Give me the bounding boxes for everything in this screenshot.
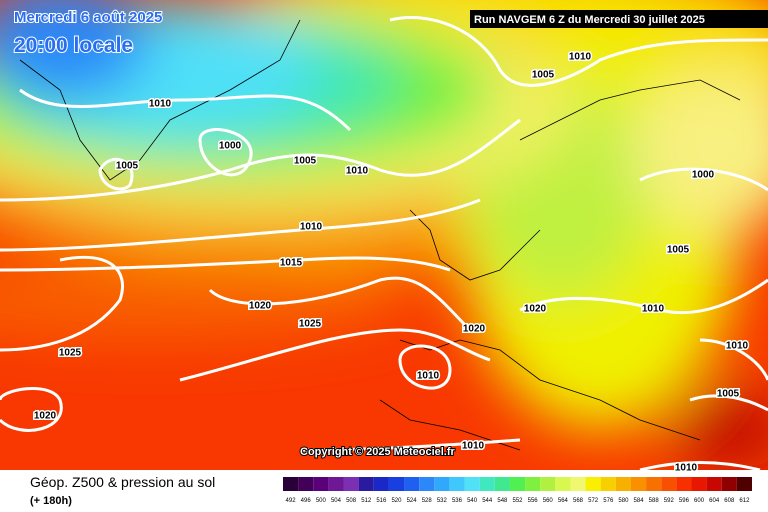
colorbar-cell <box>721 477 737 491</box>
colorbar-cell <box>434 477 450 491</box>
colorbar-cell <box>509 477 526 491</box>
run-box <box>470 10 768 28</box>
colorbar-cell <box>494 477 510 491</box>
colorbar-cell <box>646 477 662 491</box>
isobar-label: 1010 <box>726 341 749 352</box>
colorbar-cell <box>449 477 465 491</box>
isobar-labels: 1010 1000 1005 1005 1010 1010 1005 1000 1010 1015… <box>32 50 750 475</box>
isobar-label: 1010 <box>300 222 323 233</box>
colorbar-cell <box>283 477 299 491</box>
isobar-label: 1020 <box>249 301 272 312</box>
isobar-label: 1005 <box>717 389 740 400</box>
isobar-label: 1020 <box>463 324 486 335</box>
colorbar-tick-label: 500 <box>316 498 327 504</box>
colorbar-tick-label: 532 <box>437 498 448 504</box>
colorbar-tick-label: 592 <box>664 498 675 504</box>
colorbar-cell <box>736 477 752 491</box>
colorbar-tick-label: 516 <box>376 498 387 504</box>
isobar-label: 1005 <box>532 70 555 81</box>
lead-time: (+ 180h) <box>30 495 72 507</box>
colorbar-tick-label: 524 <box>407 498 418 504</box>
colorbar-tick-label: 568 <box>573 498 584 504</box>
colorbar-tick-label: 596 <box>679 498 690 504</box>
isobar-label: 1010 <box>675 463 698 474</box>
colorbar-tick-label: 560 <box>543 498 554 504</box>
isobar-label: 1025 <box>299 319 322 330</box>
isobar-label: 1010 <box>149 99 172 110</box>
map-field <box>0 0 768 470</box>
colorbar-cell <box>373 477 389 491</box>
colorbar-cell <box>313 477 329 491</box>
isobar-label: 1020 <box>524 304 547 315</box>
colorbar-cell <box>298 477 314 491</box>
colorbar-cell <box>691 477 707 491</box>
colorbar-cell <box>555 477 571 491</box>
isobar-label: 1010 <box>569 52 592 63</box>
colorbar-cell <box>661 477 677 491</box>
colorbar-tick-label: 564 <box>558 498 569 504</box>
colorbar-cell <box>419 477 435 491</box>
colorbar-tick-label: 520 <box>391 498 402 504</box>
colorbar-tick-label: 604 <box>709 498 720 504</box>
colorbar-cell <box>388 477 405 491</box>
colorbar-tick-label: 492 <box>286 498 297 504</box>
colorbar-cell <box>585 477 601 491</box>
valid-date: Mercredi 6 août 2025 <box>14 9 162 26</box>
colorbar-tick-label: 588 <box>649 498 660 504</box>
colorbar-tick-label: 504 <box>331 498 342 504</box>
colorbar-cell <box>630 477 647 491</box>
colorbar-tick-label: 544 <box>482 498 493 504</box>
isobars <box>0 15 768 470</box>
colorbar-cell <box>464 477 480 491</box>
colorbar-cell <box>615 477 631 491</box>
isobar-label: 1005 <box>294 156 317 167</box>
colorbar-cell <box>706 477 722 491</box>
colorbar-tick-label: 536 <box>452 498 463 504</box>
isobar-label: 1005 <box>116 161 139 172</box>
colorbar-tick-label: 572 <box>588 498 599 504</box>
colorbar-tick-label: 580 <box>618 498 629 504</box>
colorbar-cell <box>540 477 556 491</box>
colorbar-tick-label: 548 <box>497 498 508 504</box>
colorbar-tick-label: 584 <box>634 498 645 504</box>
run-info: Run NAVGEM 6 Z du Mercredi 30 juillet 20… <box>474 14 705 26</box>
colorbar: 492 496 500 504 508 512 516 520 524 528 532 536 540 5… <box>283 477 752 504</box>
local-time: 20:00 locale <box>14 34 133 57</box>
colorbar-tick-label: 612 <box>739 498 750 504</box>
colorbar-cell <box>328 477 344 491</box>
isobar-label: 1010 <box>462 441 485 452</box>
isobar-label: 1000 <box>219 141 242 152</box>
isobar-label: 1010 <box>642 304 665 315</box>
colorbar-tick-label: 512 <box>361 498 372 504</box>
colorbar-tick-label: 608 <box>724 498 735 504</box>
isobar-label: 1025 <box>59 348 82 359</box>
isobar-label: 1010 <box>346 166 369 177</box>
colorbar-cell <box>343 477 359 491</box>
colorbar-tick-label: 600 <box>694 498 705 504</box>
colorbar-cell <box>358 477 374 491</box>
colorbar-cell <box>404 477 420 491</box>
isobar-label: 1000 <box>692 170 715 181</box>
colorbar-tick-label: 528 <box>422 498 433 504</box>
colorbar-cell <box>479 477 495 491</box>
isobar-label: 1005 <box>667 245 690 256</box>
colorbar-tick-label: 508 <box>346 498 357 504</box>
colorbar-tick-label: 576 <box>603 498 614 504</box>
colorbar-cell <box>600 477 616 491</box>
colorbar-cell <box>525 477 541 491</box>
isobar-label: 1010 <box>417 371 440 382</box>
isobar-label: 1020 <box>34 411 57 422</box>
colorbar-cell <box>570 477 586 491</box>
colorbar-tick-label: 556 <box>528 498 539 504</box>
colorbar-tick-label: 496 <box>301 498 312 504</box>
copyright: Copyright © 2025 Meteociel.fr <box>300 446 456 458</box>
isobar-label: 1015 <box>280 258 303 269</box>
colorbar-tick-label: 540 <box>467 498 478 504</box>
colorbar-cell <box>676 477 692 491</box>
colorbar-tick-label: 552 <box>512 498 523 504</box>
footer-title: Géop. Z500 & pression au sol <box>30 474 215 490</box>
